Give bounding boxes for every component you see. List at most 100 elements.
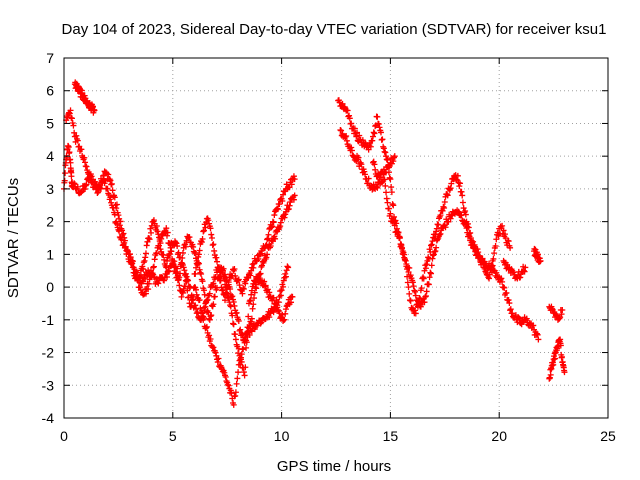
- data-point-marker: [215, 355, 222, 362]
- data-point-marker: [388, 189, 395, 196]
- data-point-marker: [210, 241, 217, 248]
- data-point-marker: [410, 283, 417, 290]
- data-point-marker: [222, 271, 229, 278]
- data-point-marker: [163, 264, 170, 271]
- data-point-marker: [236, 282, 243, 289]
- data-point-marker: [343, 133, 350, 140]
- data-point-marker: [406, 297, 413, 304]
- data-point-marker: [358, 161, 365, 168]
- data-point-marker: [387, 210, 394, 217]
- data-point-marker: [498, 275, 505, 282]
- data-point-marker: [142, 250, 149, 257]
- data-point-marker: [140, 266, 147, 273]
- data-point-marker: [177, 254, 184, 261]
- data-point-marker: [142, 290, 149, 297]
- data-point-marker: [479, 258, 486, 265]
- data-points: [61, 79, 568, 408]
- data-point-marker: [488, 264, 495, 271]
- data-point-marker: [248, 287, 255, 294]
- data-point-marker: [390, 158, 397, 165]
- data-point-marker: [454, 172, 461, 179]
- data-point-marker: [182, 243, 189, 250]
- series-track-12: [546, 303, 566, 323]
- data-point-marker: [404, 273, 411, 280]
- data-point-marker: [395, 229, 402, 236]
- data-point-marker: [62, 170, 69, 177]
- data-point-marker: [206, 332, 213, 339]
- data-point-marker: [231, 265, 238, 272]
- data-point-marker: [437, 212, 444, 219]
- data-point-marker: [195, 251, 202, 258]
- data-point-marker: [115, 212, 122, 219]
- y-tick-label: 3: [46, 181, 54, 197]
- data-point-marker: [377, 174, 384, 181]
- data-point-marker: [229, 293, 236, 300]
- data-point-marker: [196, 247, 203, 254]
- data-point-marker: [405, 269, 412, 276]
- data-point-marker: [155, 231, 162, 238]
- data-point-marker: [248, 320, 255, 327]
- series-track-9: [500, 257, 529, 282]
- data-point-marker: [91, 179, 98, 186]
- x-tick-label: 20: [491, 428, 507, 444]
- data-point-marker: [547, 371, 554, 378]
- y-tick-label: 5: [46, 115, 54, 131]
- data-point-marker: [255, 255, 262, 262]
- series-track-8: [369, 153, 398, 187]
- data-point-marker: [275, 299, 282, 306]
- data-point-marker: [68, 173, 75, 180]
- data-point-marker: [434, 236, 441, 243]
- data-point-marker: [279, 198, 286, 205]
- data-point-marker: [209, 242, 216, 249]
- data-point-marker: [129, 260, 136, 267]
- series-track-6: [335, 97, 542, 343]
- data-point-marker: [456, 183, 463, 190]
- data-point-marker: [493, 269, 500, 276]
- data-point-marker: [206, 316, 213, 323]
- data-point-marker: [154, 228, 161, 235]
- data-point-marker: [281, 316, 288, 323]
- data-point-marker: [199, 278, 206, 285]
- data-point-marker: [199, 235, 206, 242]
- data-point-marker: [239, 290, 246, 297]
- data-point-marker: [194, 261, 201, 268]
- data-point-marker: [282, 270, 289, 277]
- data-point-marker: [233, 309, 240, 316]
- data-point-marker: [192, 249, 199, 256]
- data-point-marker: [198, 271, 205, 277]
- data-point-marker: [184, 276, 191, 283]
- data-point-marker: [196, 296, 203, 303]
- data-point-marker: [257, 270, 264, 277]
- data-point-marker: [223, 289, 230, 296]
- data-point-marker: [373, 183, 380, 190]
- data-point-marker: [201, 291, 208, 298]
- data-point-marker: [175, 249, 182, 256]
- data-point-marker: [509, 310, 516, 317]
- data-point-marker: [369, 137, 376, 144]
- data-point-marker: [193, 291, 200, 298]
- data-point-marker: [374, 113, 381, 120]
- data-point-marker: [193, 305, 200, 312]
- data-point-marker: [221, 369, 228, 376]
- plot-frame: [63, 57, 609, 419]
- data-point-marker: [127, 254, 134, 261]
- data-point-marker: [558, 353, 565, 360]
- data-point-marker: [500, 284, 507, 291]
- data-point-marker: [248, 291, 255, 298]
- data-point-marker: [422, 293, 429, 300]
- data-point-marker: [388, 184, 395, 191]
- data-point-marker: [145, 235, 152, 241]
- data-point-marker: [417, 295, 424, 302]
- data-point-marker: [380, 145, 387, 152]
- data-point-marker: [74, 137, 81, 144]
- data-point-marker: [97, 185, 104, 192]
- data-point-marker: [557, 342, 564, 349]
- data-point-marker: [412, 288, 419, 295]
- grid: [64, 58, 608, 418]
- data-point-marker: [383, 189, 390, 196]
- data-point-marker: [65, 144, 72, 151]
- data-point-marker: [535, 336, 542, 343]
- data-point-marker: [492, 242, 499, 249]
- data-point-marker: [376, 124, 383, 131]
